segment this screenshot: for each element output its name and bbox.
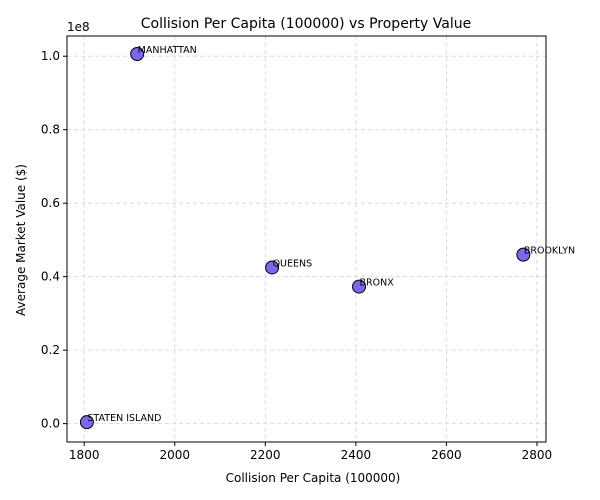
y-tick-label: 1.0: [41, 49, 60, 63]
data-point: [352, 279, 367, 294]
y-axis-label: Average Market Value ($): [14, 164, 28, 316]
x-tick-label: 2000: [159, 448, 190, 462]
axis-ticks: 1800 2000 2200 2400 2600 2800 0.0 0.2 0.4 0.6 0.8 1…: [41, 49, 552, 462]
data-point: [130, 47, 145, 62]
x-tick-label: 2200: [250, 448, 281, 462]
point-label: BRONX: [360, 278, 395, 289]
y-tick-label: 0.6: [41, 196, 60, 210]
y-tick-label: 0.0: [41, 417, 60, 431]
grid: [67, 36, 546, 442]
point-label: MANHATTAN: [138, 45, 197, 56]
x-tick-label: 2600: [431, 448, 462, 462]
x-tick-label: 1800: [69, 448, 100, 462]
x-axis-label: Collision Per Capita (100000): [226, 471, 401, 485]
y-tick-label: 0.8: [41, 123, 60, 137]
y-tick-label: 0.2: [41, 343, 60, 357]
data-point: [265, 260, 280, 275]
data-points: MANHATTAN QUEENS BRONX BROOKLYN STATEN ISLAN…: [79, 45, 575, 430]
data-point: [79, 415, 94, 430]
data-point: [516, 247, 531, 262]
x-tick-label: 2400: [341, 448, 372, 462]
y-tick-label: 0.4: [41, 270, 60, 284]
point-label: QUEENS: [273, 258, 313, 269]
plot-frame: [66, 35, 547, 443]
point-label: STATEN ISLAND: [87, 413, 161, 424]
point-label: BROOKLYN: [524, 246, 575, 257]
x-tick-label: 2800: [522, 448, 553, 462]
y-offset-text: 1e8: [67, 20, 90, 34]
chart-title: Collision Per Capita (100000) vs Propert…: [141, 16, 471, 32]
